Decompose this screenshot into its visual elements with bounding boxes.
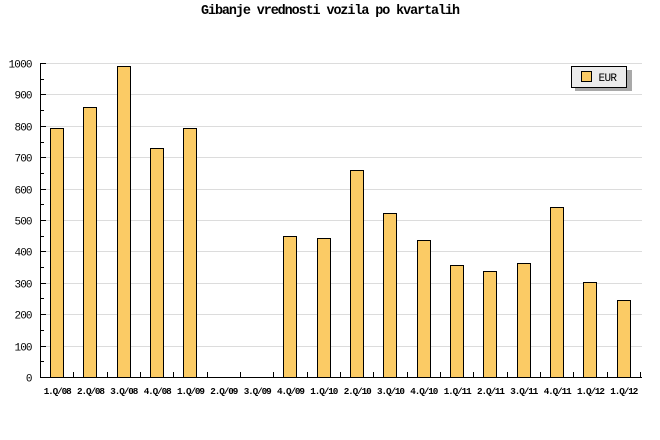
svg-text:800: 800 xyxy=(15,123,33,135)
svg-text:2.Q/10: 2.Q/10 xyxy=(344,386,372,397)
svg-text:500: 500 xyxy=(15,217,33,229)
svg-text:0: 0 xyxy=(26,374,33,386)
svg-text:2.Q/08: 2.Q/08 xyxy=(77,386,105,397)
svg-text:1.Q/12: 1.Q/12 xyxy=(610,386,638,397)
svg-text:4.Q/08: 4.Q/08 xyxy=(144,386,172,397)
svg-text:4.Q/11: 4.Q/11 xyxy=(544,386,572,397)
svg-text:4.Q/10: 4.Q/10 xyxy=(410,386,438,397)
svg-text:400: 400 xyxy=(15,248,33,260)
svg-text:2.Q/11: 2.Q/11 xyxy=(477,386,505,397)
svg-text:3.Q/09: 3.Q/09 xyxy=(244,386,272,397)
svg-text:1.Q/08: 1.Q/08 xyxy=(44,386,72,397)
svg-text:3.Q/11: 3.Q/11 xyxy=(510,386,538,397)
svg-text:Gibanje vrednosti vozila po kv: Gibanje vrednosti vozila po kvartalih xyxy=(201,4,460,19)
svg-text:3.Q/08: 3.Q/08 xyxy=(110,386,138,397)
svg-text:600: 600 xyxy=(15,186,33,198)
svg-text:1000: 1000 xyxy=(9,60,33,72)
svg-text:3.Q/10: 3.Q/10 xyxy=(377,386,405,397)
svg-text:200: 200 xyxy=(15,311,33,323)
svg-text:1.Q/10: 1.Q/10 xyxy=(310,386,338,397)
svg-text:2.Q/09: 2.Q/09 xyxy=(210,386,238,397)
svg-text:EUR: EUR xyxy=(599,73,618,85)
svg-text:1.Q/11: 1.Q/11 xyxy=(444,386,472,397)
svg-text:300: 300 xyxy=(15,280,33,292)
svg-text:4.Q/09: 4.Q/09 xyxy=(277,386,305,397)
svg-text:700: 700 xyxy=(15,154,33,166)
svg-text:1.Q/09: 1.Q/09 xyxy=(177,386,205,397)
svg-text:100: 100 xyxy=(15,343,33,355)
svg-text:1.Q/12: 1.Q/12 xyxy=(577,386,605,397)
svg-text:900: 900 xyxy=(15,91,33,103)
